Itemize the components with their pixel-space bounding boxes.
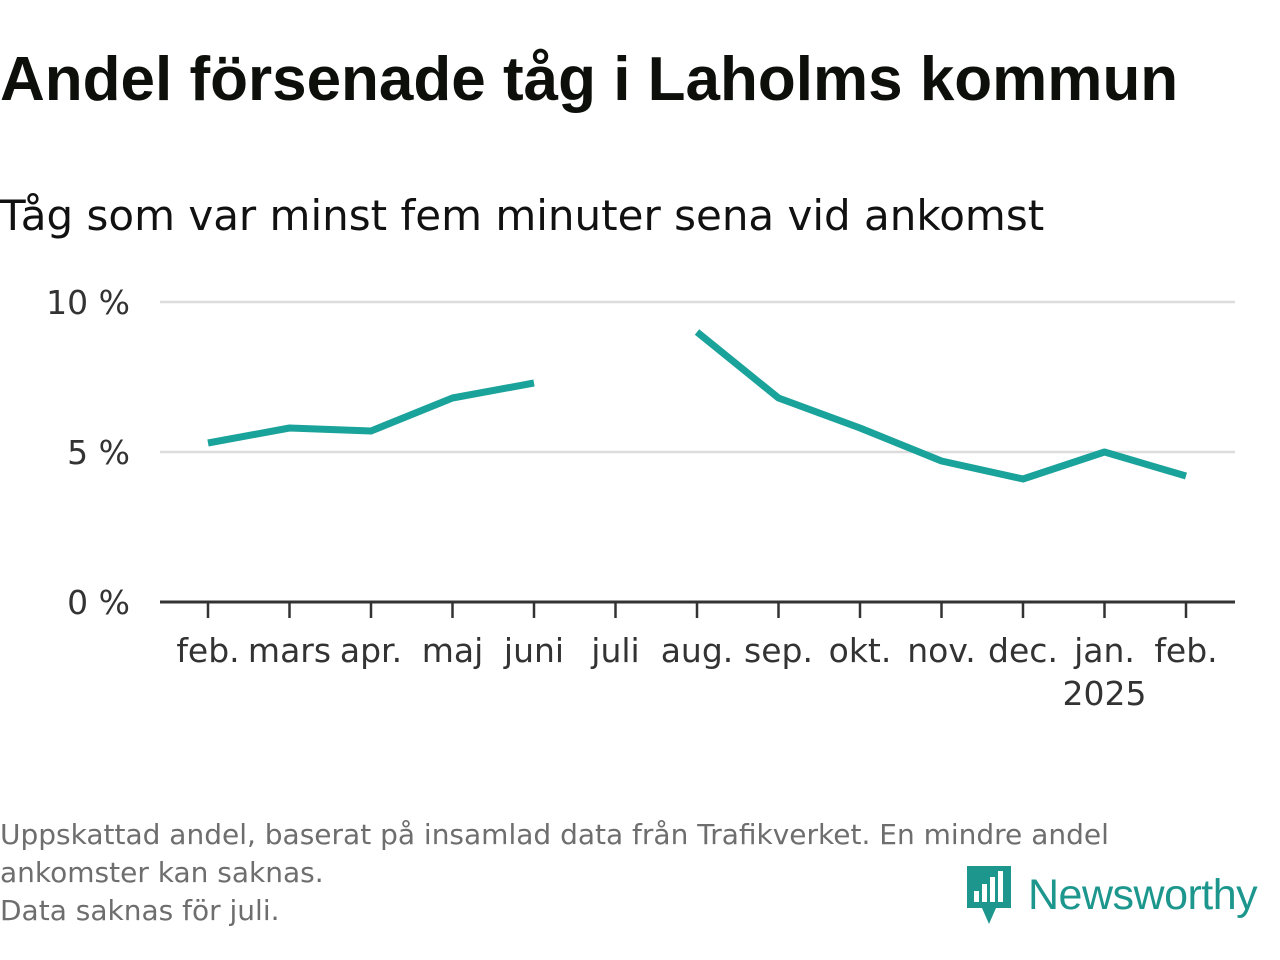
- footnote-line-1: Uppskattad andel, baserat på insamlad da…: [0, 818, 1109, 851]
- y-axis-tick-labels: 0 % 5 % 10 %: [46, 283, 130, 622]
- x-tick-label: jan.: [1073, 631, 1135, 670]
- x-tick-label: dec.: [988, 631, 1058, 670]
- footnote-line-3: Data saknas för juli.: [0, 894, 280, 927]
- footnote: Uppskattad andel, baserat på insamlad da…: [0, 816, 1270, 930]
- grid-lines: [160, 300, 1235, 454]
- x-tick-label: juni: [503, 631, 564, 670]
- x-tick-label: nov.: [907, 631, 976, 670]
- x-axis-ticks: feb. mars apr. maj juni juli aug. sep. okt. nov. d…: [176, 602, 1218, 713]
- x-year-label: 2025: [1063, 674, 1147, 713]
- newsworthy-logo-text: Newsworthy: [1028, 870, 1258, 919]
- x-tick-label: feb.: [1154, 631, 1217, 670]
- x-tick-label: maj: [422, 631, 484, 670]
- x-tick-label: juli: [590, 631, 639, 670]
- chart-subtitle: Tåg som var minst fem minuter sena vid a…: [0, 191, 1045, 240]
- footnote-line-2: ankomster kan saknas.: [0, 856, 324, 889]
- x-tick-label: okt.: [829, 631, 892, 670]
- y-tick-label: 5 %: [67, 433, 130, 472]
- chart-title: Andel försenade tåg i Laholms kommun: [0, 45, 1179, 114]
- y-tick-label: 10 %: [46, 283, 130, 322]
- newsworthy-logo-icon: [967, 866, 1011, 924]
- x-tick-label: mars: [248, 631, 331, 670]
- x-tick-label: sep.: [744, 631, 813, 670]
- line-chart: 0 %5 %10 % feb. mars apr. maj juni juli aug. se…: [46, 283, 1235, 713]
- series-line-segment: [207, 379, 535, 447]
- newsworthy-logo: Newsworthy: [964, 864, 1258, 926]
- x-tick-label: aug.: [661, 631, 734, 670]
- x-tick-label: feb.: [176, 631, 239, 670]
- series-lines: [207, 329, 1187, 483]
- y-tick-label: 0 %: [67, 583, 130, 622]
- x-tick-label: apr.: [340, 631, 402, 670]
- series-line-segment: [694, 329, 1187, 483]
